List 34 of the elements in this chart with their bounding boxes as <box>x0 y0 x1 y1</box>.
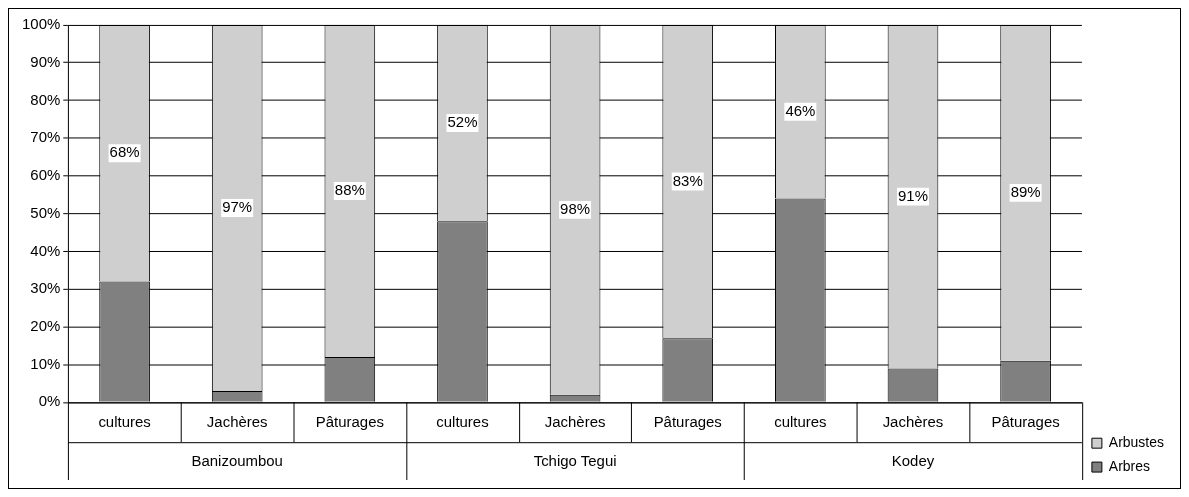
legend-label: Arbres <box>1108 457 1151 474</box>
y-tick-label: 100% <box>22 15 61 33</box>
legend-label: Arbustes <box>1108 434 1164 451</box>
x-tick-label: Jachères <box>882 413 944 431</box>
x-tick-label: Jachères <box>544 413 606 431</box>
y-tick-label: 40% <box>30 241 61 259</box>
x-tick-label: cultures <box>98 413 151 431</box>
data-label: 68% <box>109 143 140 161</box>
x-tick-label: Jachères <box>206 413 268 431</box>
y-tick-label: 30% <box>30 279 61 297</box>
y-tick-label: 80% <box>30 90 61 108</box>
text: Kodey <box>891 452 935 470</box>
x-tick-label: cultures <box>436 413 489 431</box>
y-tick-label: 0% <box>38 392 61 410</box>
x-tick-label: Pâturages <box>991 413 1060 431</box>
text: Banizoumbou <box>191 452 283 470</box>
y-tick-label: 60% <box>30 166 61 184</box>
data-label: 97% <box>222 198 253 216</box>
text: Tchigo Tegui <box>533 452 617 470</box>
y-tick-label: 20% <box>30 317 61 334</box>
x-tick-label: cultures <box>774 413 827 431</box>
x-tick-label: Pâturages <box>653 413 722 431</box>
data-label: 83% <box>672 171 703 189</box>
data-label: 98% <box>560 200 591 217</box>
x-tick-label: Pâturages <box>315 413 384 431</box>
data-label: 46% <box>785 101 816 119</box>
y-tick-label: 90% <box>30 52 61 70</box>
y-tick-label: 50% <box>30 203 61 221</box>
y-tick-label: 70% <box>30 128 61 146</box>
data-label: 91% <box>898 186 928 204</box>
data-label: 89% <box>1010 183 1041 201</box>
data-label: 52% <box>447 113 478 131</box>
y-tick-label: 10% <box>30 354 61 372</box>
data-label: 88% <box>334 181 365 199</box>
